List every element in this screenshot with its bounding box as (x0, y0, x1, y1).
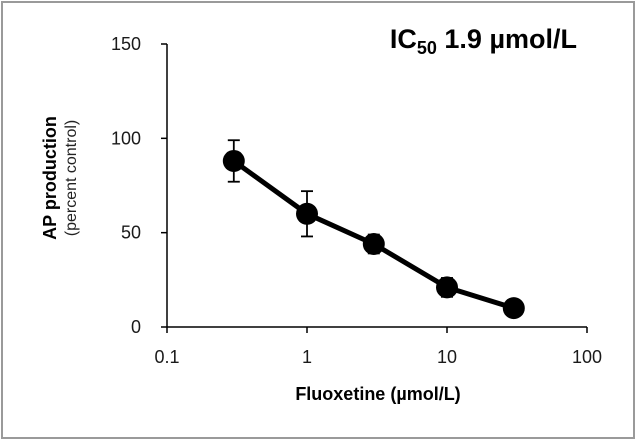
series-dose-response (222, 139, 525, 320)
y-tick-label: 150 (111, 34, 141, 54)
y-axis-title: AP production (40, 116, 60, 240)
axes (166, 44, 587, 328)
ic50-chart: 0 50 100 150 0.1 1 10 100 IC50 1.9 µmol/L Fluo… (40, 24, 602, 404)
y-tick-label: 50 (121, 223, 141, 243)
y-tick-label: 0 (131, 317, 141, 337)
x-tick-label: 0.1 (154, 347, 179, 367)
y-tick-label: 100 (111, 128, 141, 148)
x-axis-title: Fluoxetine (µmol/L) (295, 384, 460, 404)
y-ticks: 0 50 100 150 (111, 34, 167, 337)
data-point (296, 202, 318, 225)
data-point (436, 276, 458, 299)
chart-title: IC50 1.9 µmol/L (390, 24, 577, 58)
y-axis-title-group: AP production (percent control) (40, 116, 80, 240)
chart-frame: 0 50 100 150 0.1 1 10 100 IC50 1.9 µmol/L Fluo… (1, 1, 635, 439)
x-tick-label: 1 (302, 347, 312, 367)
data-point (502, 297, 525, 320)
x-tick-label: 10 (437, 347, 457, 367)
y-axis-subtitle: (percent control) (63, 120, 80, 237)
x-ticks: 0.1 1 10 100 (154, 327, 602, 367)
x-tick-label: 100 (572, 347, 602, 367)
data-point (362, 232, 385, 255)
data-point (222, 149, 245, 172)
